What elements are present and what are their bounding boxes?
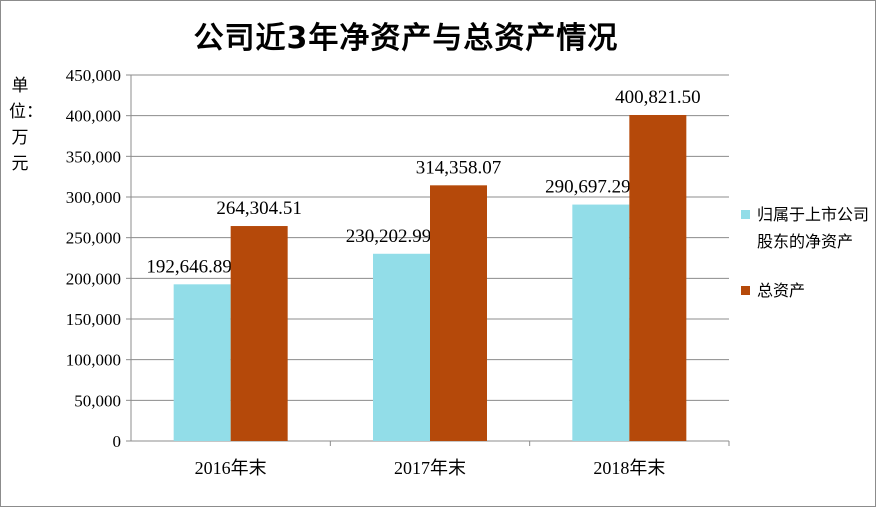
y-tick-label: 250,000 bbox=[66, 229, 121, 248]
y-tick-label: 0 bbox=[113, 432, 122, 451]
data-label: 400,821.50 bbox=[615, 87, 701, 108]
y-tick-label: 300,000 bbox=[66, 188, 121, 207]
x-category-label: 2017年末 bbox=[394, 458, 466, 478]
chart-title: 公司近3年净资产与总资产情况 bbox=[193, 21, 619, 56]
bar-total-assets bbox=[230, 226, 288, 441]
legend-swatch-net-assets bbox=[741, 210, 750, 219]
data-label: 230,202.99 bbox=[346, 226, 432, 247]
bar-net-assets bbox=[173, 284, 231, 441]
y-tick-label: 400,000 bbox=[66, 107, 121, 126]
data-label: 264,304.51 bbox=[216, 198, 302, 219]
legend-label-total-assets: 总资产 bbox=[757, 281, 806, 300]
bar-total-assets bbox=[629, 114, 687, 442]
x-category-label: 2018年末 bbox=[593, 458, 665, 478]
legend-item-net-assets: 归属于上市公司股东的净资产 bbox=[741, 201, 873, 255]
data-label: 314,358.07 bbox=[416, 157, 502, 178]
y-tick-label: 150,000 bbox=[66, 310, 121, 329]
bar-net-assets bbox=[373, 253, 430, 441]
y-tick-label: 450,000 bbox=[66, 66, 121, 85]
legend-label-net-assets: 归属于上市公司股东的净资产 bbox=[757, 205, 870, 251]
bar-total-assets bbox=[430, 185, 487, 441]
x-category-label: 2016年末 bbox=[195, 458, 267, 478]
legend: 归属于上市公司股东的净资产 总资产 bbox=[741, 201, 873, 326]
y-tick-label: 100,000 bbox=[66, 351, 121, 370]
y-tick-label: 50,000 bbox=[74, 391, 121, 410]
data-label: 192,646.89 bbox=[146, 256, 232, 277]
y-tick-label: 200,000 bbox=[66, 269, 121, 288]
bar-net-assets bbox=[572, 204, 630, 441]
legend-item-total-assets: 总资产 bbox=[741, 277, 873, 304]
data-label: 290,697.29 bbox=[545, 177, 631, 198]
legend-swatch-total-assets bbox=[741, 286, 750, 295]
y-tick-label: 350,000 bbox=[66, 147, 121, 166]
